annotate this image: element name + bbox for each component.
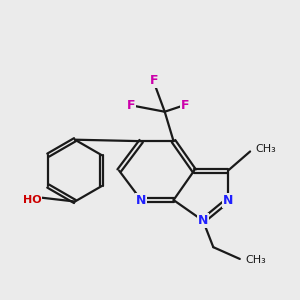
- Text: CH₃: CH₃: [245, 255, 266, 266]
- Text: F: F: [127, 99, 135, 112]
- Text: N: N: [136, 194, 146, 207]
- Text: N: N: [223, 194, 233, 207]
- Text: N: N: [198, 214, 208, 227]
- Text: F: F: [150, 74, 159, 87]
- Text: CH₃: CH₃: [255, 143, 276, 154]
- Text: HO: HO: [23, 195, 41, 205]
- Text: F: F: [181, 99, 190, 112]
